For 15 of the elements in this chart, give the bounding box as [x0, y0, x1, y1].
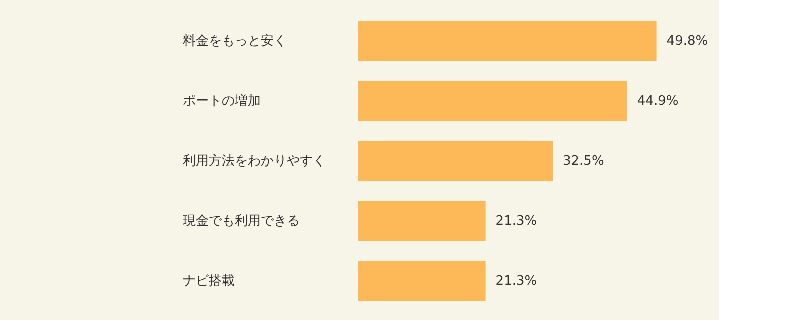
bar	[358, 201, 486, 241]
bar	[358, 261, 486, 301]
y-tick-label: 利用方法をわかりやすく	[183, 153, 326, 169]
data-label: 21.3%	[496, 214, 538, 229]
y-tick-label: 料金をもっと安く	[183, 33, 287, 49]
y-tick-label: 現金でも利用できる	[183, 214, 300, 229]
bar	[358, 21, 657, 61]
y-tick-label: ナビ搭載	[183, 274, 235, 289]
data-label: 44.9%	[637, 94, 679, 109]
data-label: 21.3%	[496, 274, 538, 289]
bar	[358, 141, 553, 181]
data-label: 32.5%	[563, 154, 604, 169]
data-label: 49.8%	[666, 34, 708, 49]
bar	[358, 81, 628, 121]
y-tick-label: ポートの増加	[183, 93, 261, 109]
